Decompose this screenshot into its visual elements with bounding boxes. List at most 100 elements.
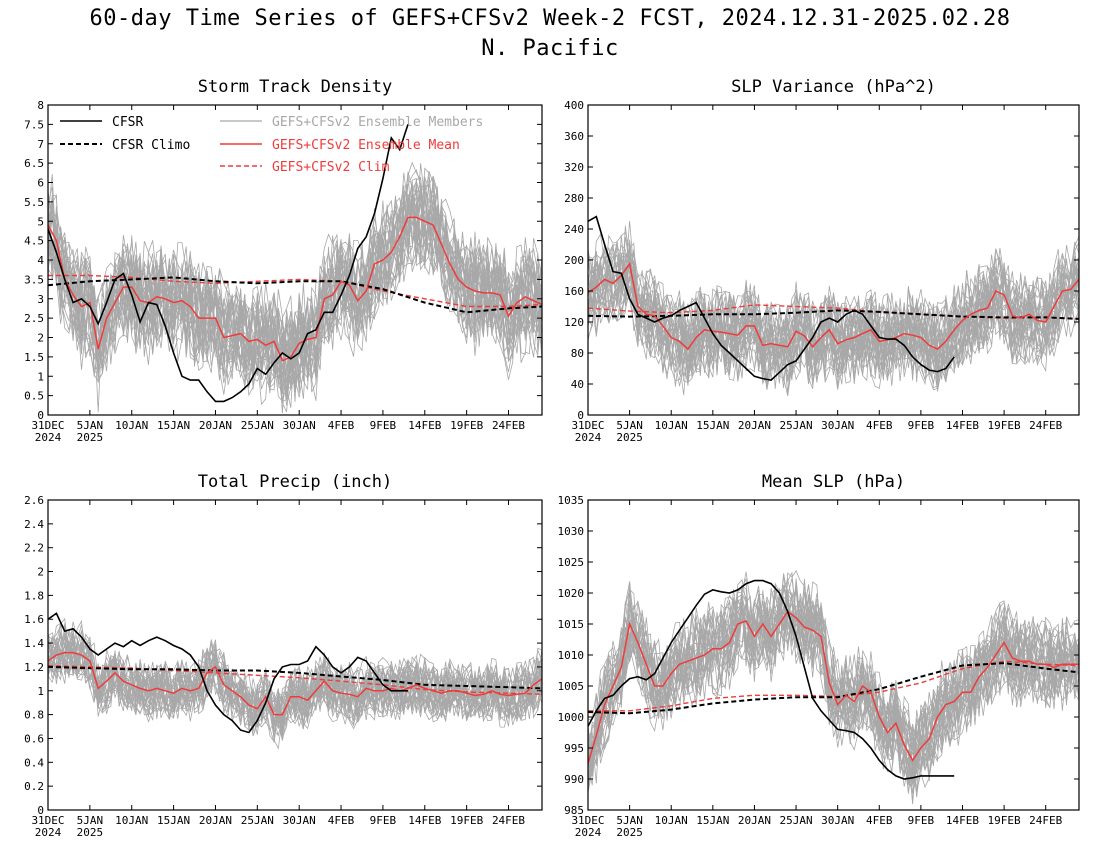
x-tick-label: 15JAN xyxy=(696,419,729,432)
y-tick-label: 1000 xyxy=(558,711,585,724)
plot-area xyxy=(588,215,1079,397)
y-tick-label: 0 xyxy=(37,409,44,422)
clim-series-line xyxy=(48,274,542,308)
x-tick-year-label: 2025 xyxy=(77,431,104,444)
y-tick-label: 2.5 xyxy=(24,312,44,325)
y-tick-label: 990 xyxy=(564,773,584,786)
y-tick-label: 1030 xyxy=(558,525,585,538)
x-tick-year-label: 2025 xyxy=(616,826,643,839)
x-tick-label: 31DEC xyxy=(571,419,604,432)
plot-area xyxy=(588,569,1079,805)
x-tick-label: 19FEB xyxy=(450,814,483,827)
legend-label: GEFS+CFSv2 Ensemble Members xyxy=(272,115,483,130)
main-title: 60-day Time Series of GEFS+CFSv2 Week-2 … xyxy=(89,6,1011,31)
cfsr-series-line xyxy=(48,124,409,403)
x-tick-label: 31DEC xyxy=(31,419,64,432)
x-tick-label: 19FEB xyxy=(988,814,1021,827)
y-tick-label: 1.2 xyxy=(24,661,44,674)
ensemble-member-line xyxy=(48,171,542,380)
x-tick-label: 15JAN xyxy=(157,419,190,432)
y-tick-label: 8 xyxy=(37,99,44,112)
x-tick-label: 20JAN xyxy=(199,419,232,432)
y-tick-label: 360 xyxy=(564,130,584,143)
y-tick-label: 0.5 xyxy=(24,390,44,403)
x-tick-label: 10JAN xyxy=(655,814,688,827)
x-tick-label: 25JAN xyxy=(241,814,274,827)
cfsr-series-line xyxy=(48,612,408,734)
y-tick-label: 1015 xyxy=(558,618,585,631)
panel-title: SLP Variance (hPa^2) xyxy=(731,77,936,97)
x-tick-label: 19FEB xyxy=(450,419,483,432)
x-tick-label: 24FEB xyxy=(492,814,525,827)
legend-label: CFSR Climo xyxy=(112,138,190,153)
x-tick-label: 30JAN xyxy=(821,814,854,827)
mean-series-line xyxy=(48,651,542,716)
y-tick-label: 1.5 xyxy=(24,351,44,364)
x-tick-label: 14FEB xyxy=(946,419,979,432)
x-tick-label: 24FEB xyxy=(492,419,525,432)
x-tick-label: 14FEB xyxy=(408,814,441,827)
y-tick-label: 995 xyxy=(564,742,584,755)
y-tick-label: 2.6 xyxy=(24,494,44,507)
y-tick-label: 40 xyxy=(571,378,584,391)
x-tick-label: 30JAN xyxy=(283,814,316,827)
x-tick-label: 31DEC xyxy=(31,814,64,827)
y-tick-label: 0.4 xyxy=(24,756,44,769)
y-tick-label: 6 xyxy=(37,177,44,190)
ensemble-member-line xyxy=(588,244,1079,389)
y-tick-label: 0.8 xyxy=(24,709,44,722)
chart-panel-4: Mean SLP (hPa) 985 990 995 1000 1005 1010 1015 1… xyxy=(558,472,1080,839)
y-tick-label: 1020 xyxy=(558,587,585,600)
x-tick-year-label: 2024 xyxy=(575,431,602,444)
ensemble-member-line xyxy=(588,248,1079,370)
plot-frame xyxy=(47,499,543,811)
y-tick-label: 7 xyxy=(37,138,44,151)
x-tick-label: 5JAN xyxy=(77,814,104,827)
x-tick-label: 25JAN xyxy=(779,814,812,827)
y-tick-label: 0.6 xyxy=(24,732,44,745)
chart-panel-1: Storm Track Density 0 0.5 1 1.5 2 2.5 3 3.5 4 4.5 5… xyxy=(24,77,543,444)
legend-label: GEFS+CFSv2 Ensemble Mean xyxy=(272,138,460,153)
y-tick-label: 5.5 xyxy=(24,196,44,209)
x-tick-label: 25JAN xyxy=(241,419,274,432)
x-tick-year-label: 2025 xyxy=(616,431,643,444)
x-tick-label: 25JAN xyxy=(779,419,812,432)
y-tick-label: 400 xyxy=(564,99,584,112)
ensemble-member-line xyxy=(48,161,542,363)
legend: CFSR CFSR Climo GEFS+CFSv2 Ensemble Member… xyxy=(60,115,483,175)
y-tick-label: 320 xyxy=(564,161,584,174)
y-tick-label: 0 xyxy=(37,804,44,817)
x-tick-label: 14FEB xyxy=(408,419,441,432)
legend-label: GEFS+CFSv2 Clim xyxy=(272,160,390,175)
y-tick-label: 120 xyxy=(564,316,584,329)
cfsr-series-line xyxy=(588,579,955,780)
y-tick-label: 1.6 xyxy=(24,613,44,626)
ensemble-member-line xyxy=(588,244,1079,370)
x-tick-label: 24FEB xyxy=(1029,419,1062,432)
y-tick-label: 2.4 xyxy=(24,518,44,531)
mean-series-line xyxy=(588,610,1079,764)
y-tick-label: 1035 xyxy=(558,494,585,507)
y-tick-label: 0.2 xyxy=(24,780,44,793)
ensemble-member-line xyxy=(588,255,1079,392)
x-tick-label: 5JAN xyxy=(616,419,643,432)
x-tick-label: 9FEB xyxy=(908,419,935,432)
y-tick-label: 6.5 xyxy=(24,157,44,170)
y-tick-label: 160 xyxy=(564,285,584,298)
x-tick-label: 10JAN xyxy=(115,419,148,432)
x-tick-label: 5JAN xyxy=(616,814,643,827)
y-tick-label: 240 xyxy=(564,223,584,236)
y-tick-label: 1 xyxy=(37,685,44,698)
ensemble-member-line xyxy=(48,631,542,739)
y-tick-label: 1005 xyxy=(558,680,585,693)
x-tick-label: 10JAN xyxy=(115,814,148,827)
mean-series-line xyxy=(48,216,542,362)
y-tick-label: 3 xyxy=(37,293,44,306)
plot-area xyxy=(48,124,542,414)
y-tick-label: 280 xyxy=(564,192,584,205)
ensemble-member-line xyxy=(48,617,542,727)
climo-series-line xyxy=(48,276,542,314)
y-tick-label: 2.2 xyxy=(24,542,44,555)
ensemble-member-line xyxy=(588,264,1079,382)
x-tick-label: 9FEB xyxy=(370,419,397,432)
